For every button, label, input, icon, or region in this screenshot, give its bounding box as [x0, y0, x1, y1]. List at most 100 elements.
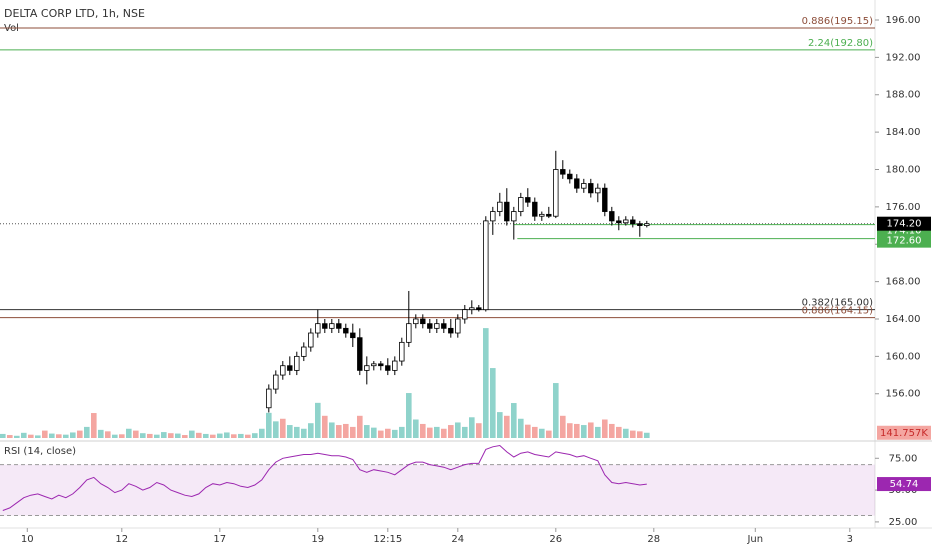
price-tick-label: 180.00 — [886, 164, 921, 175]
fib-label: 0.886(164.15) — [802, 306, 874, 317]
volume-bar — [98, 429, 104, 438]
volume-bar — [483, 328, 489, 438]
volume-bar — [203, 433, 209, 438]
volume-bar — [315, 402, 321, 438]
price-tick-label: 160.00 — [886, 351, 921, 362]
price-tick-label: 188.00 — [886, 90, 921, 101]
candle-body — [448, 327, 454, 334]
candle-body — [287, 365, 293, 371]
volume-bar — [231, 434, 237, 438]
candle-body — [637, 223, 643, 226]
volume-bar — [371, 427, 377, 438]
volume-bar — [56, 434, 62, 438]
volume-bar — [364, 425, 370, 438]
volume-bar — [462, 426, 468, 438]
volume-bar — [518, 418, 524, 438]
volume-bar — [504, 415, 510, 438]
price-tick-label: 192.00 — [886, 52, 921, 63]
candle-body — [553, 169, 559, 217]
candle-body — [329, 323, 335, 329]
volume-bar — [91, 413, 97, 438]
candle-body — [532, 201, 538, 217]
volume-last-tag — [877, 425, 931, 440]
volume-bar — [196, 432, 202, 438]
volume-bar — [574, 423, 580, 438]
volume-bar — [21, 432, 27, 438]
volume-bar — [140, 433, 146, 438]
volume-bar — [455, 422, 461, 438]
volume-bar — [175, 433, 181, 438]
candle-body — [504, 201, 510, 222]
price-tick-label: 196.00 — [886, 15, 921, 26]
candle-body — [266, 388, 272, 409]
volume-bar — [623, 428, 629, 438]
candle-body — [364, 365, 370, 371]
candle-body — [413, 318, 419, 325]
candle-body — [623, 219, 629, 224]
price-tick-label: 176.00 — [886, 202, 921, 213]
volume-bar — [406, 393, 412, 438]
volume-bar — [399, 426, 405, 438]
level-tag — [877, 233, 931, 248]
volume-bar — [224, 432, 230, 438]
fib-label: 2.24(192.80) — [808, 38, 873, 49]
rsi-title: RSI (14, close) — [4, 446, 76, 457]
volume-bar — [350, 426, 356, 438]
volume-bar — [77, 430, 83, 438]
volume-bar — [266, 412, 272, 438]
candle-body — [539, 213, 545, 217]
rsi-last-tag — [877, 477, 931, 492]
last-price-label: 174.20 — [887, 219, 922, 230]
candle-body — [497, 201, 503, 212]
volume-bar — [217, 433, 223, 438]
candle-body — [441, 323, 447, 329]
volume-bar — [63, 434, 69, 438]
candle-body — [280, 365, 286, 376]
volume-bar — [378, 430, 384, 438]
volume-bar — [161, 432, 167, 438]
candle-body — [420, 318, 426, 325]
time-tick-label: 10 — [21, 534, 34, 545]
volume-bar — [427, 427, 433, 438]
volume-bar — [259, 428, 265, 438]
candle-body — [308, 332, 314, 348]
volume-bar — [630, 430, 636, 438]
level-label: 174.10 — [887, 226, 922, 237]
time-tick-label: 12 — [115, 534, 128, 545]
candle-body — [399, 341, 405, 362]
volume-bar — [273, 421, 279, 438]
volume-bar — [7, 435, 13, 438]
candle-body — [427, 323, 433, 329]
volume-bar — [560, 415, 566, 438]
candle-body — [644, 223, 650, 226]
volume-bar — [182, 435, 188, 438]
volume-bar — [637, 431, 643, 438]
volume-bar — [525, 424, 531, 438]
volume-bar — [581, 425, 587, 438]
volume-bar — [532, 426, 538, 438]
volume-bar — [42, 430, 48, 438]
candle-body — [350, 332, 356, 339]
volume-last-label: 141.757K — [880, 428, 928, 439]
volume-bar — [210, 434, 216, 438]
volume-bar — [588, 422, 594, 438]
volume-bar — [392, 429, 398, 438]
rsi-tick-label: 25.00 — [889, 517, 918, 528]
volume-bar — [119, 434, 125, 438]
volume-bar — [609, 423, 615, 438]
time-tick-label: 24 — [451, 534, 464, 545]
volume-bar — [287, 425, 293, 438]
candle-body — [294, 355, 300, 371]
candle-body — [511, 211, 517, 222]
candle-body — [602, 187, 608, 212]
rsi-band — [0, 464, 875, 516]
chart-title: DELTA CORP LTD, 1h, NSE — [4, 7, 145, 20]
volume-bar — [168, 433, 174, 438]
volume-bar — [49, 433, 55, 438]
volume-bar — [84, 426, 90, 438]
volume-bar — [644, 432, 650, 438]
time-tick-label: 12:15 — [373, 534, 402, 545]
level-label: 172.60 — [887, 236, 922, 247]
candle-body — [588, 183, 594, 194]
